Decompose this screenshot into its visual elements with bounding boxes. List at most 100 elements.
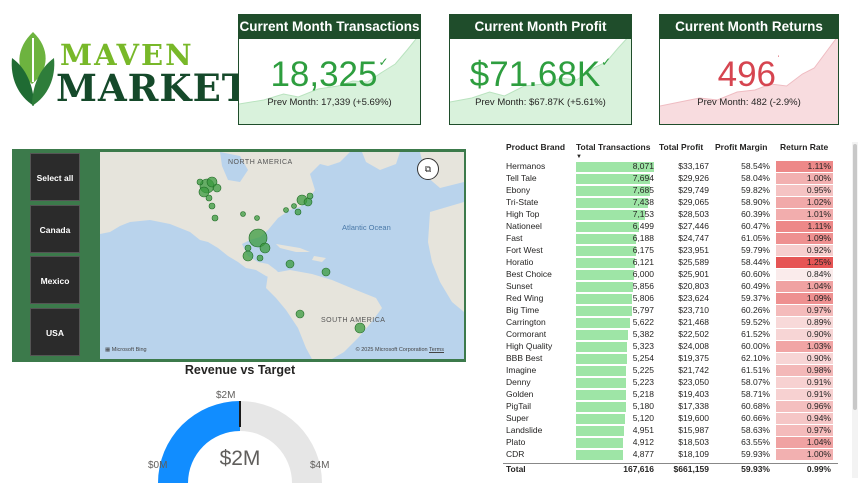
table-row[interactable]: Big Time 5,797 $23,710 60.26% 0.97% [503,305,838,316]
map-canvas[interactable]: NORTH AMERICA SOUTH AMERICA Atlantic Oce… [100,152,464,359]
table-row[interactable]: High Top 7,153 $28,503 60.39% 1.01% [503,209,838,220]
kpi-card-returns[interactable]: Current Month Returns 496ˈ Prev Month: 4… [659,14,839,125]
transactions-data-bar [576,222,639,232]
transactions-cell: 4,877 [632,449,654,459]
bing-attribution: ▦ Microsoft Bing [105,347,147,353]
table-row[interactable]: Denny 5,223 $23,050 58.07% 0.91% [503,377,838,388]
return-rate-cell: 1.01% [806,209,831,219]
slicer-button-canada[interactable]: Canada [30,205,80,253]
return-rate-cell: 1.11% [807,161,831,171]
transactions-cell: 7,685 [632,185,654,195]
table-row[interactable]: Fast 6,188 $24,747 61.05% 1.09% [503,233,838,244]
brand-cell: BBB Best [506,353,543,363]
margin-cell: 58.90% [741,197,770,207]
slicer-button-usa[interactable]: USA [30,308,80,356]
margin-cell: 58.07% [741,377,770,387]
profit-cell: $33,167 [678,161,709,171]
table-row[interactable]: BBB Best 5,254 $19,375 62.10% 0.90% [503,353,838,364]
table-row[interactable]: Sunset 5,856 $20,803 60.49% 1.04% [503,281,838,292]
column-header-profit[interactable]: Total Profit [659,142,704,152]
return-rate-cell: 0.89% [806,317,831,327]
table-row[interactable]: CDR 4,877 $18,109 59.93% 1.00% [503,449,838,460]
profit-cell: $15,987 [678,425,709,435]
table-row[interactable]: Tri-State 7,438 $29,065 58.90% 1.02% [503,197,838,208]
table-row[interactable]: Plato 4,912 $18,503 63.55% 1.04% [503,437,838,448]
transactions-cell: 6,121 [632,257,654,267]
table-row[interactable]: Tell Tale 7,694 $29,926 58.04% 1.00% [503,173,838,184]
trend-flag-icon: ˈ [777,55,781,66]
gauge-arc [158,401,322,483]
slicer-button-mexico[interactable]: Mexico [30,256,80,304]
table-row[interactable]: Landslide 4,951 $15,987 58.63% 0.97% [503,425,838,436]
return-rate-cell: 1.03% [806,341,831,351]
margin-cell: 61.51% [741,365,770,375]
transactions-cell: 7,438 [632,197,654,207]
slicer-button-select-all[interactable]: Select all [30,153,80,201]
kpi-card-transactions[interactable]: Current Month Transactions 18,325✓ Prev … [238,14,421,125]
transactions-data-bar [576,174,651,184]
kpi-card-profit[interactable]: Current Month Profit $71.68K✓ Prev Month… [449,14,632,125]
brand-cell: Fort West [506,245,543,255]
kpi-sparkline [239,34,420,124]
return-rate-cell: 0.91% [806,389,831,399]
return-rate-cell: 1.02% [806,197,831,207]
transactions-data-bar [576,438,624,448]
profit-cell: $22,502 [678,329,709,339]
table-row[interactable]: Red Wing 5,806 $23,624 59.37% 1.09% [503,293,838,304]
kpi-title: Current Month Transactions [239,15,420,39]
table-row[interactable]: Super 5,120 $19,600 60.66% 0.94% [503,413,838,424]
brand-table: Product Brand Total Transactions Total P… [503,142,858,478]
table-row[interactable]: Best Choice 6,000 $25,901 60.60% 0.84% [503,269,838,280]
profit-cell: $23,050 [678,377,709,387]
transactions-data-bar [576,162,654,172]
margin-cell: 59.79% [741,245,770,255]
table-row[interactable]: Cormorant 5,382 $22,502 61.52% 0.90% [503,329,838,340]
kpi-value: $71.68K✓ [469,55,612,94]
column-header-transactions[interactable]: Total Transactions [576,142,651,152]
table-row[interactable]: Imagine 5,225 $21,742 61.51% 0.98% [503,365,838,376]
kpi-sparkline [450,34,631,124]
profit-cell: $24,008 [678,341,709,351]
map-label-ocean: Atlantic Ocean [342,223,391,232]
profit-cell: $19,403 [678,389,709,399]
column-header-brand[interactable]: Product Brand [506,142,566,152]
transactions-data-bar [576,234,636,244]
profit-cell: $24,747 [678,233,709,243]
transactions-cell: 5,806 [632,293,654,303]
table-row[interactable]: Horatio 6,121 $25,589 58.44% 1.25% [503,257,838,268]
kpi-title: Current Month Returns [660,15,838,39]
column-header-return-rate[interactable]: Return Rate [780,142,829,152]
bing-logo-icon: ▦ [105,347,112,353]
column-header-margin[interactable]: Profit Margin [715,142,768,152]
transactions-cell: 7,694 [632,173,654,183]
map-terms-link[interactable]: Terms [429,347,444,353]
brand-cell: PigTail [506,401,532,411]
kpi-value: 496ˈ [717,55,781,94]
profit-cell: $19,600 [678,413,709,423]
focus-mode-icon[interactable]: ⧉ [417,158,439,180]
transactions-cell: 5,120 [632,413,654,423]
table-row[interactable]: Hermanos 8,071 $33,167 58.54% 1.11% [503,161,838,172]
brand-cell: Cormorant [506,329,547,339]
table-row[interactable]: Carrington 5,622 $21,468 59.52% 0.89% [503,317,838,328]
brand-cell: Plato [506,437,526,447]
table-row[interactable]: Fort West 6,175 $23,951 59.79% 0.92% [503,245,838,256]
margin-cell: 60.00% [741,341,770,351]
map-label-south-america: SOUTH AMERICA [321,317,386,324]
margin-cell: 61.52% [741,329,770,339]
brand-cell: Big Time [506,305,540,315]
table-row[interactable]: Golden 5,218 $19,403 58.71% 0.91% [503,389,838,400]
margin-cell: 61.05% [741,233,770,243]
profit-cell: $18,503 [678,437,709,447]
table-row[interactable]: Ebony 7,685 $29,749 59.82% 0.95% [503,185,838,196]
table-row[interactable]: PigTail 5,180 $17,338 60.68% 0.96% [503,401,838,412]
table-row[interactable]: Nationeel 6,499 $27,446 60.47% 1.11% [503,221,838,232]
table-row[interactable]: High Quality 5,323 $24,008 60.00% 1.03% [503,341,838,352]
transactions-cell: 5,218 [632,389,654,399]
return-rate-heat-cell [776,257,833,268]
return-rate-heat-cell [776,377,833,388]
return-rate-heat-cell [776,365,833,376]
transactions-data-bar [576,390,627,400]
margin-cell: 60.49% [741,281,770,291]
table-scrollbar-thumb[interactable] [853,144,857,410]
